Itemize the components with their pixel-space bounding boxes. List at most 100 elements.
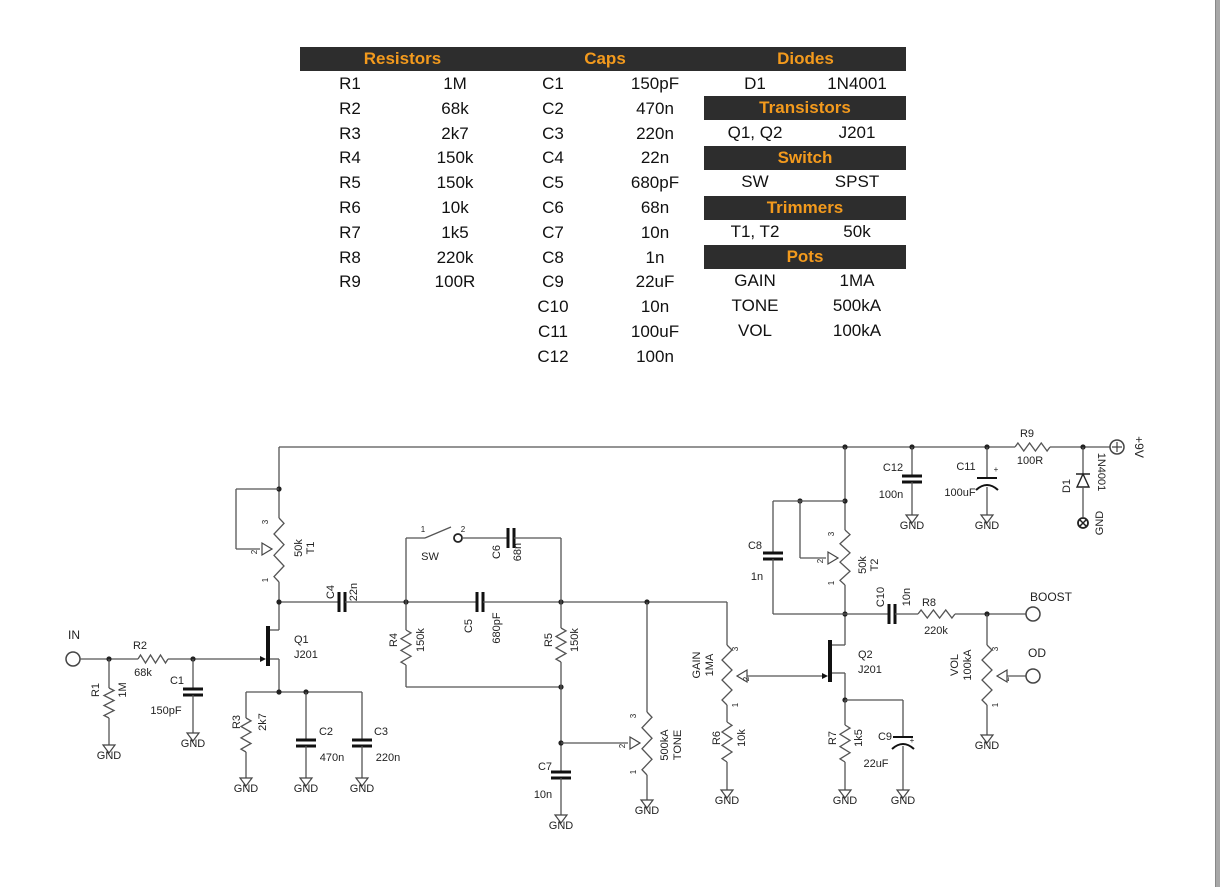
cap-value: 100n: [636, 346, 674, 366]
resistor-r2: [137, 653, 169, 665]
wiper-arrow-icon: [261, 541, 274, 557]
pots-ref: TONE: [731, 295, 779, 315]
label: R2: [133, 640, 147, 652]
label: 1n: [751, 571, 763, 583]
label: 68k: [134, 667, 152, 679]
capacitor-curved-plate: [975, 484, 999, 491]
ground-label: GND: [635, 805, 660, 817]
gate-arrow-icon: [260, 656, 266, 662]
label: 100kA: [962, 649, 974, 681]
resistor-value: 10k: [441, 198, 469, 217]
ground-icon: [354, 777, 370, 787]
ground-icon: [895, 789, 911, 799]
label: 1M: [117, 682, 129, 697]
label: C4: [325, 585, 337, 599]
resistor-r8: [917, 608, 956, 620]
label: Q2: [858, 649, 873, 661]
transistors-value: J201: [838, 123, 876, 142]
ground-label: GND: [97, 750, 122, 762]
cap-value: 1n: [645, 247, 665, 267]
cap-value: 680pF: [630, 173, 680, 193]
pin-number: 1: [261, 577, 270, 582]
label: 220n: [376, 752, 400, 764]
gate-arrow-icon: [822, 673, 828, 679]
resistor-ref: R8: [339, 247, 361, 267]
plus-label: +: [910, 736, 915, 745]
pot-vol: [981, 644, 993, 706]
ground-label: GND: [975, 520, 1000, 532]
page-edge: [1215, 0, 1220, 887]
cap-ref: C12: [537, 346, 569, 366]
switch-value: SPST: [834, 172, 880, 191]
label: R1: [90, 683, 102, 697]
switch-label: SW: [421, 551, 439, 563]
label: 1MA: [704, 653, 716, 676]
label: 150pF: [150, 705, 181, 717]
label: VOL: [949, 654, 961, 676]
capacitor-c5: [475, 592, 485, 612]
capacitor-curved-plate: [891, 743, 915, 750]
boost-terminal: [1025, 606, 1041, 622]
label: 22uF: [863, 758, 888, 770]
resistors-header: Resistors: [363, 49, 442, 68]
label: 10n: [901, 588, 913, 606]
cap-value: 100uF: [630, 322, 680, 341]
resistor-ref: R2: [339, 98, 361, 118]
cap-ref: C2: [542, 98, 564, 118]
cap-value: 10n: [640, 297, 670, 317]
capacitor-c10: [887, 604, 897, 624]
pots-ref: VOL: [737, 320, 773, 340]
pin-number: 3: [991, 646, 1000, 651]
ground-label: GND: [891, 795, 916, 807]
cap-ref: C6: [542, 198, 564, 217]
ground-icon: [238, 777, 254, 787]
ground-label: GND: [975, 740, 1000, 752]
pin-number: 3: [827, 531, 836, 536]
resistor-value: 150k: [436, 148, 474, 168]
pin-number: 2: [250, 549, 259, 554]
switch-header: Switch: [704, 146, 906, 170]
jfet-q1: [266, 626, 270, 666]
pot-gain: [721, 644, 733, 706]
transistors-ref: Q1, Q2: [727, 123, 783, 142]
ground-icon: [553, 814, 569, 824]
wiper-arrow-icon: [827, 550, 840, 566]
cap-ref: C11: [538, 322, 568, 341]
label: 680pF: [491, 612, 503, 643]
label: J201: [858, 664, 882, 676]
resistor-value: 2k7: [441, 123, 469, 143]
junction-dot: [276, 689, 282, 695]
pots-header: Pots: [704, 245, 906, 269]
ground-icon: [979, 734, 995, 744]
label: 150k: [569, 628, 581, 652]
capacitor-c12: [902, 474, 922, 484]
label: R7: [827, 731, 839, 745]
cap-ref: C5: [542, 173, 564, 193]
resistor-value: 150k: [436, 173, 474, 193]
label: 470n: [320, 752, 344, 764]
label: 150k: [415, 628, 427, 652]
label: C5: [463, 619, 475, 633]
cap-value: 220n: [636, 123, 674, 143]
label: C1: [170, 675, 184, 687]
label: 50k: [293, 539, 305, 557]
label: 10k: [736, 729, 748, 747]
wire: [424, 526, 452, 539]
pin-number: 1: [991, 702, 1000, 707]
plus-label: +: [994, 465, 999, 474]
ground-label: GND: [294, 783, 319, 795]
ground-icon: [298, 777, 314, 787]
pin-number: 3: [261, 519, 270, 524]
label: C9: [878, 731, 892, 743]
label: C3: [374, 726, 388, 738]
ground-label: GND: [350, 783, 375, 795]
jfet-q2: [828, 640, 832, 682]
input-terminal: [65, 651, 81, 667]
label: 22n: [348, 583, 360, 601]
pin-number: 3: [629, 713, 638, 718]
pin-number: 2: [742, 676, 751, 681]
ground-icon: [101, 744, 117, 754]
label: 220k: [924, 625, 948, 637]
trimmer-t1: [273, 517, 285, 583]
label: D1: [1061, 479, 1073, 493]
